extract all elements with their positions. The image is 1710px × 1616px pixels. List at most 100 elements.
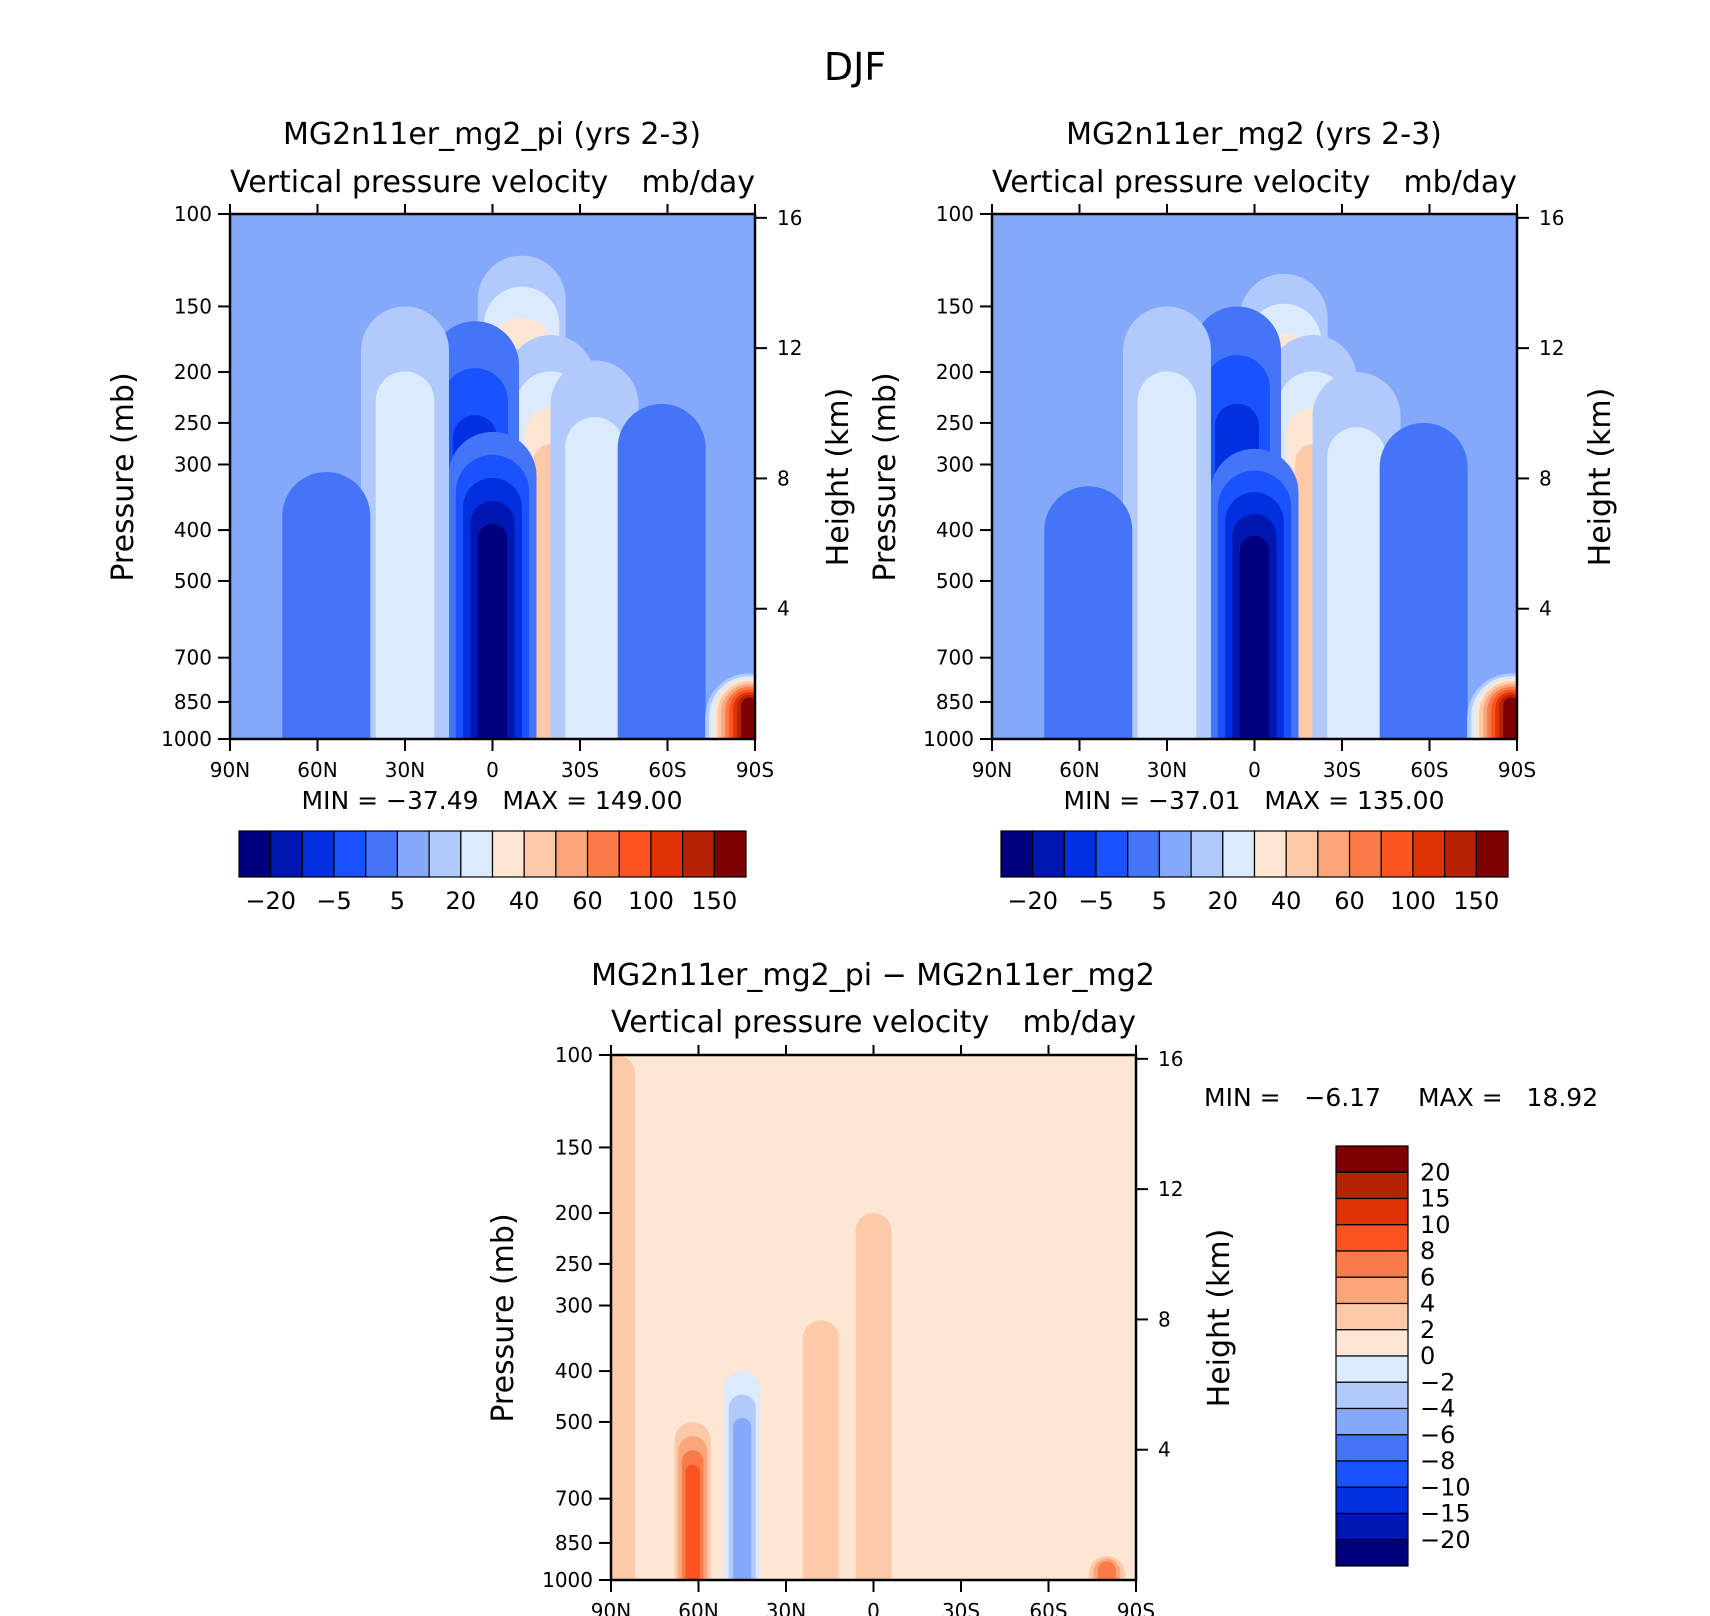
- panel-2-minmax: MIN = −37.01 MAX = 135.00: [1064, 786, 1445, 815]
- colorbar-label: −15: [1420, 1500, 1471, 1528]
- pressure-tick-label: 200: [174, 360, 212, 384]
- colorbar-swatch: [713, 830, 747, 878]
- colorbar-label: 5: [1152, 887, 1167, 915]
- latitude-tick-label: 90N: [972, 758, 1012, 782]
- latitude-tick-label: 0: [867, 1599, 880, 1616]
- pressure-tick-label: 200: [936, 360, 974, 384]
- pressure-tick-label: 100: [174, 202, 212, 226]
- colorbar-swatch: [460, 830, 494, 878]
- colorbar-swatch: [1335, 1171, 1409, 1200]
- colorbar-label: 6: [1420, 1263, 1435, 1291]
- contour-band: [1044, 486, 1133, 739]
- contour-band: [1379, 422, 1468, 739]
- colorbar-swatch: [1190, 830, 1224, 878]
- panel-1-variable: Vertical pressure velocity: [230, 165, 608, 200]
- colorbar-label: 4: [1420, 1290, 1435, 1318]
- colorbar-swatch: [1335, 1407, 1409, 1436]
- pressure-tick-label: 1000: [923, 727, 974, 751]
- colorbar-swatch: [1032, 830, 1065, 878]
- colorbar-swatch: [1335, 1302, 1409, 1331]
- panel-2-axes: 100 150 200 250 300 400 500 700 850 1000 16 12 8 4 90N…: [923, 202, 1564, 782]
- latitude-tick-label: 0: [486, 758, 499, 782]
- colorbar-label: 150: [1453, 887, 1499, 915]
- colorbar-label: 100: [628, 887, 674, 915]
- panel-1-contour-field: [230, 214, 755, 739]
- latitude-tick-label: 60S: [1029, 1599, 1067, 1616]
- colorbar-swatch: [1335, 1355, 1409, 1383]
- panel-3-y2label: Height (km): [1202, 1229, 1237, 1408]
- latitude-tick-label: 60N: [297, 758, 337, 782]
- height-tick-label: 12: [1539, 336, 1564, 360]
- pressure-tick-label: 250: [555, 1252, 593, 1276]
- pressure-tick-label: 100: [555, 1043, 593, 1067]
- panel-1-colorbar: −20 −5 5 20 40 60 100 150: [238, 830, 747, 915]
- colorbar-swatch: [586, 830, 620, 878]
- colorbar-swatch: [1444, 830, 1477, 878]
- colorbar-swatch: [523, 830, 557, 878]
- colorbar-swatch: [238, 830, 272, 878]
- colorbar-swatch: [1380, 830, 1414, 878]
- height-tick-label: 8: [1539, 466, 1552, 490]
- colorbar-swatch: [555, 830, 589, 878]
- panel-1-ylabel: Pressure (mb): [106, 372, 141, 581]
- pressure-tick-label: 1000: [161, 727, 212, 751]
- colorbar-label: 40: [509, 887, 540, 915]
- latitude-tick-label: 30S: [942, 1599, 980, 1616]
- colorbar-swatch: [1335, 1381, 1409, 1410]
- colorbar-label: −2: [1420, 1368, 1455, 1396]
- pressure-tick-label: 300: [555, 1293, 593, 1317]
- pressure-tick-label: 150: [174, 294, 212, 318]
- colorbar-label: −4: [1420, 1395, 1455, 1423]
- panel-3-axes: 100 150 200 250 300 400 500 700 850 1000 16 12 8 4 90N…: [542, 1043, 1183, 1616]
- colorbar-swatch: [1335, 1145, 1409, 1173]
- latitude-tick-label: 90S: [1117, 1599, 1155, 1616]
- latitude-tick-label: 30S: [561, 758, 599, 782]
- colorbar-swatch: [1335, 1329, 1409, 1357]
- latitude-tick-label: 60S: [1410, 758, 1448, 782]
- colorbar-swatch: [682, 830, 715, 878]
- colorbar-swatch: [396, 830, 430, 878]
- panel-2-y2label: Height (km): [1583, 388, 1618, 567]
- panel-2-title: MG2n11er_mg2 (yrs 2-3): [1066, 117, 1442, 152]
- panel-1-axes: 100 150 200 250 300 400 500 700 850 1000 16 12 8 4 90N…: [161, 202, 802, 782]
- height-tick-label: 12: [777, 336, 802, 360]
- contour-band: [1137, 371, 1197, 739]
- latitude-tick-label: 30N: [1147, 758, 1187, 782]
- pressure-tick-label: 850: [555, 1531, 593, 1555]
- panel-2-units: mb/day: [1403, 165, 1517, 200]
- contour-band: [1503, 697, 1517, 739]
- colorbar-swatch: [1475, 830, 1509, 878]
- panel-2-contour-field: [992, 214, 1517, 739]
- colorbar-swatch: [1335, 1197, 1409, 1226]
- colorbar-swatch: [1127, 830, 1161, 878]
- colorbar-swatch: [1412, 830, 1446, 878]
- latitude-tick-label: 30S: [1323, 758, 1361, 782]
- contour-band: [741, 697, 755, 739]
- colorbar-swatch: [1317, 830, 1351, 878]
- colorbar-swatch: [1335, 1512, 1409, 1541]
- contour-band: [611, 1055, 635, 1580]
- figure-title: DJF: [824, 45, 886, 89]
- colorbar-swatch: [1348, 830, 1382, 878]
- panel-3-min: MIN = −6.17: [1204, 1083, 1381, 1112]
- contour-band: [855, 1213, 892, 1580]
- pressure-tick-label: 200: [555, 1201, 593, 1225]
- pressure-tick-label: 700: [936, 646, 974, 670]
- colorbar-label: 60: [572, 887, 603, 915]
- pressure-tick-label: 100: [936, 202, 974, 226]
- colorbar-swatch: [1335, 1486, 1409, 1515]
- contour-band: [282, 471, 371, 739]
- panel-1: MG2n11er_mg2_pi (yrs 2-3) Vertical press…: [106, 117, 856, 915]
- panel-3-variable: Vertical pressure velocity: [611, 1005, 989, 1040]
- contour-band: [1097, 1561, 1116, 1580]
- pressure-tick-label: 150: [936, 294, 974, 318]
- colorbar-label: 20: [1420, 1158, 1451, 1186]
- contour-band: [375, 371, 435, 739]
- contour-band: [617, 403, 706, 739]
- panel-2-ylabel: Pressure (mb): [868, 372, 903, 581]
- colorbar-swatch: [1335, 1460, 1409, 1488]
- colorbar-label: −8: [1420, 1447, 1455, 1475]
- colorbar-swatch: [1335, 1224, 1409, 1252]
- colorbar-swatch: [1253, 830, 1287, 878]
